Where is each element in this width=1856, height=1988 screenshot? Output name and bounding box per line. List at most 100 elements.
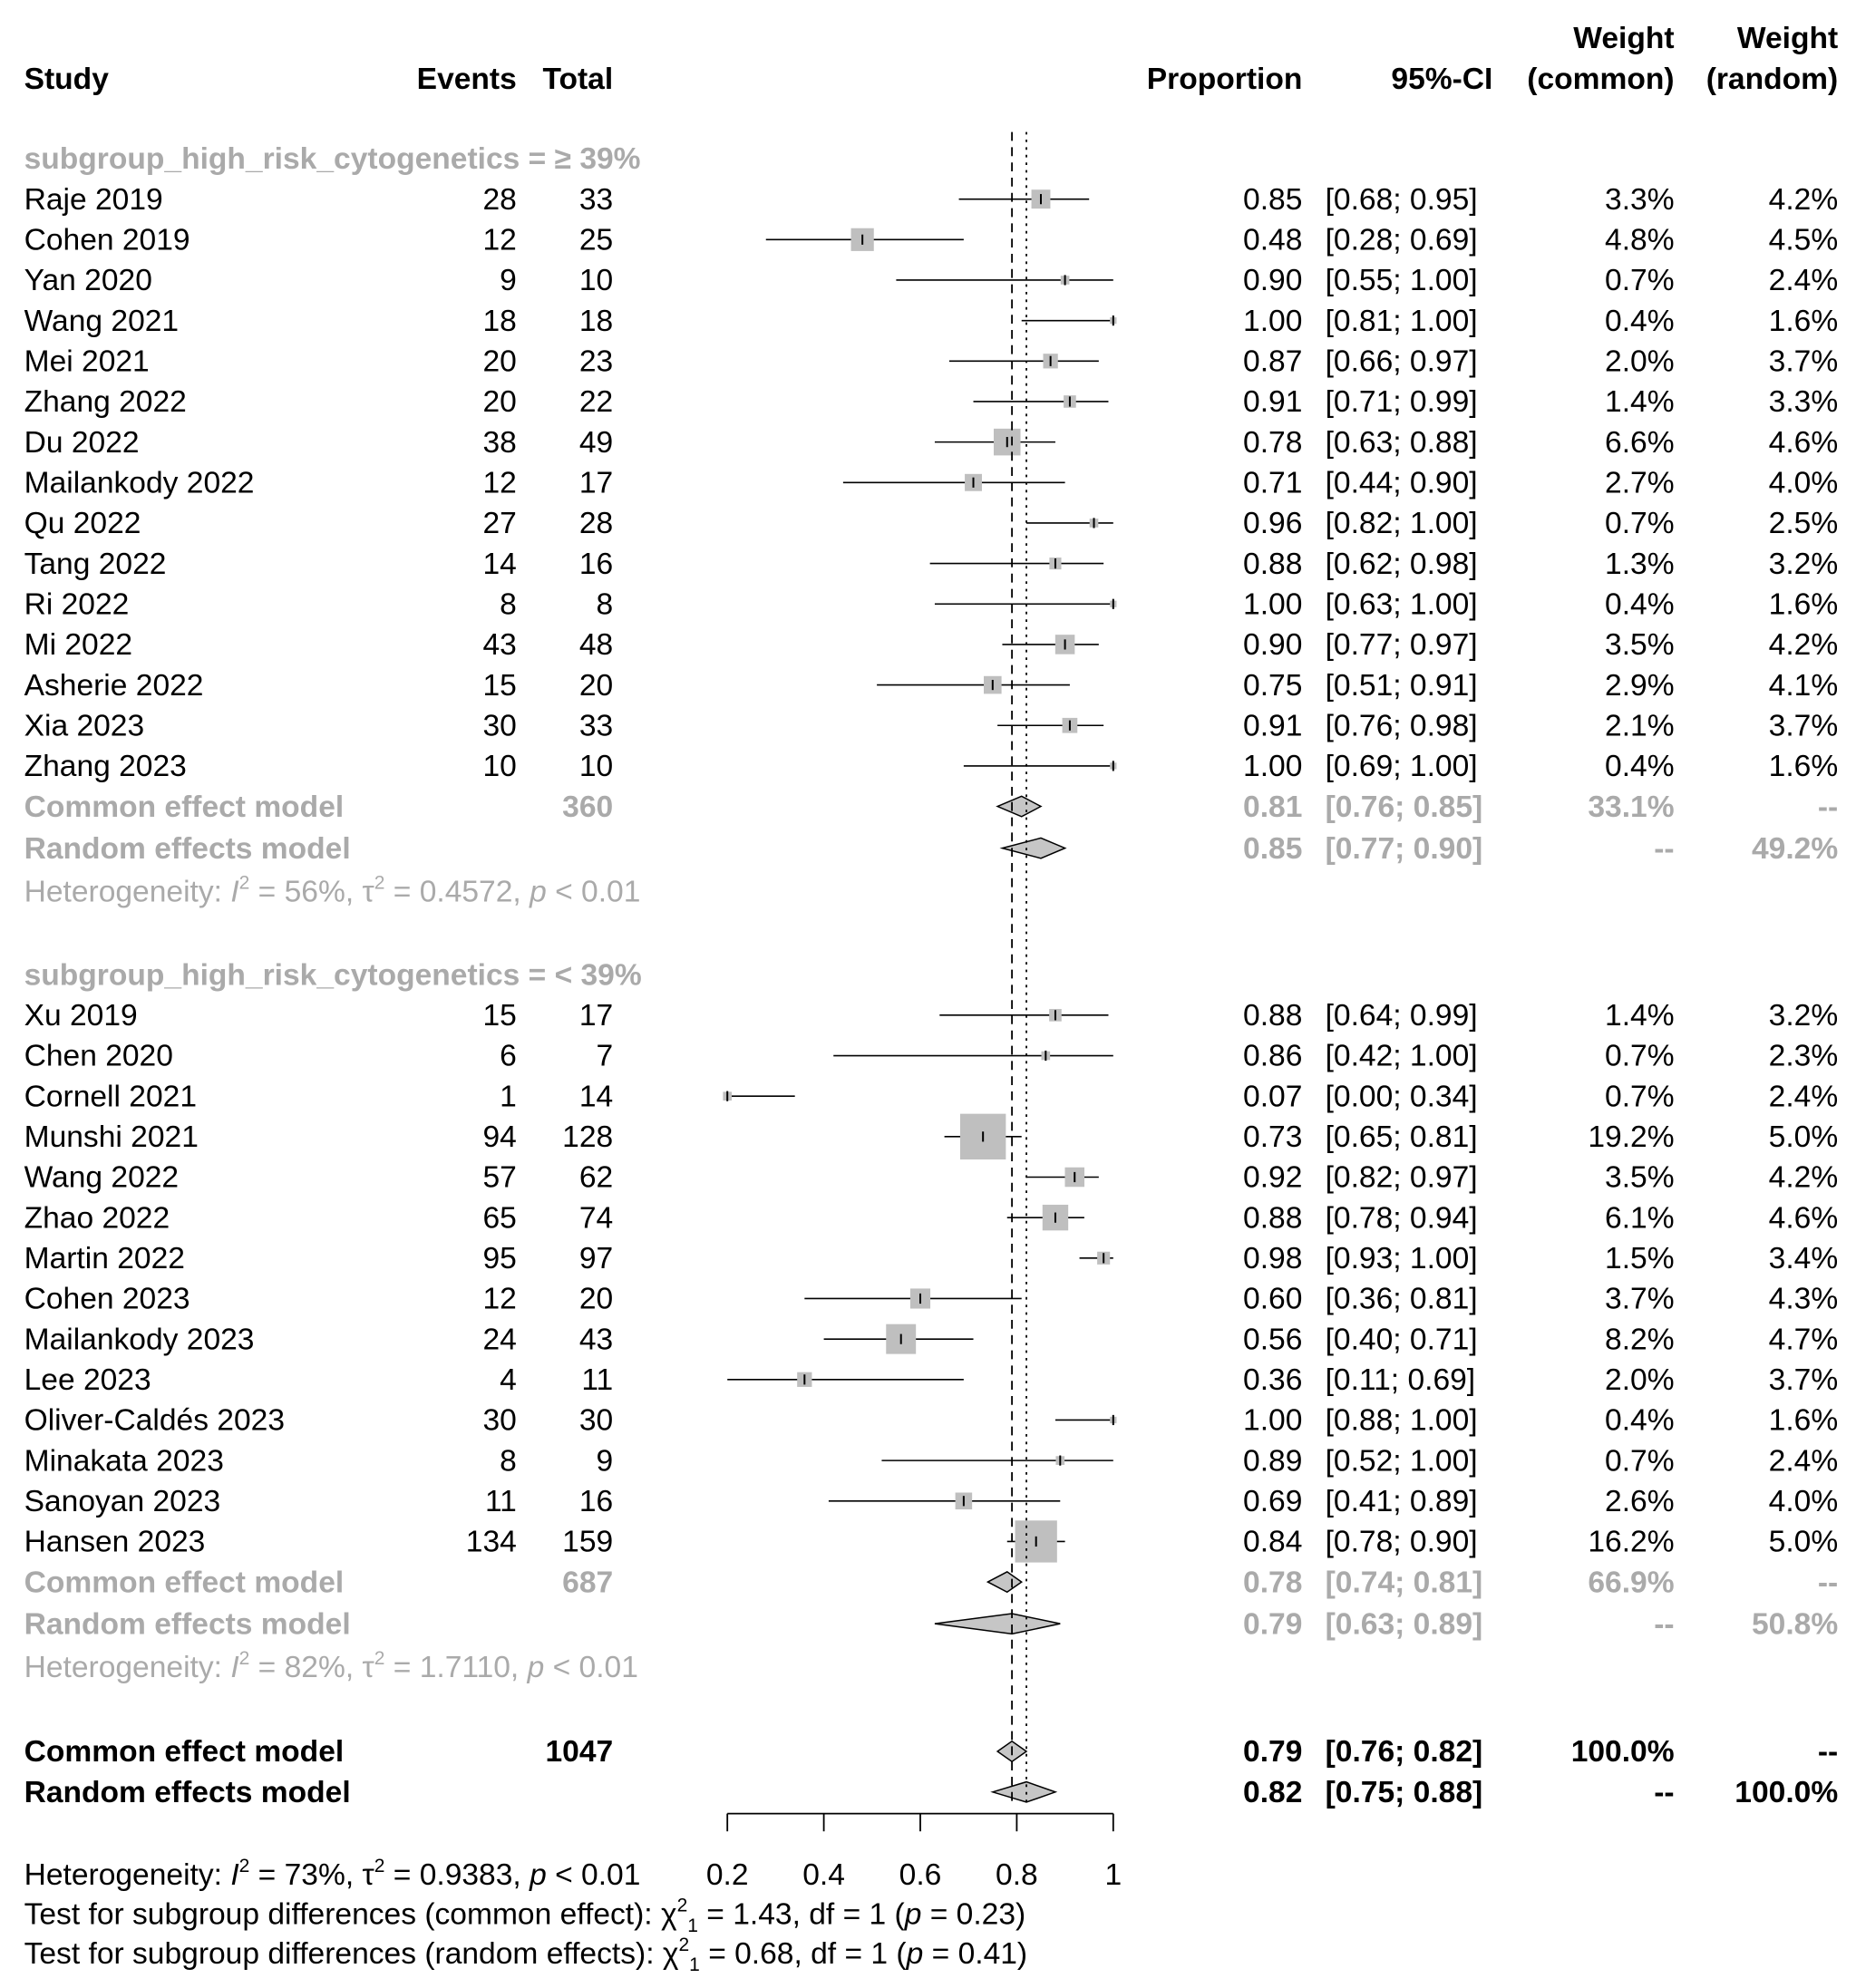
ci-value: [0.71; 0.99] <box>1326 385 1478 419</box>
weight-random-value: -- <box>1818 1735 1838 1769</box>
ci-value: [0.44; 0.90] <box>1326 466 1478 499</box>
proportion-value: 1.00 <box>1243 587 1302 621</box>
test-p-value: = 0.41) <box>923 1937 1027 1971</box>
weight-common-value: 0.7% <box>1605 507 1675 540</box>
weight-common-value: 0.7% <box>1605 1040 1675 1073</box>
weight-random-value: 4.6% <box>1769 426 1839 460</box>
events-value: 8 <box>500 587 517 621</box>
overall-random-label: Random effects model <box>24 1776 351 1809</box>
weight-random-value: 4.0% <box>1769 466 1839 499</box>
events-value: 15 <box>482 999 516 1033</box>
study-name: Raje 2019 <box>24 183 163 217</box>
ci-value: [0.63; 0.88] <box>1326 426 1478 460</box>
test-p-value: = 0.23) <box>921 1897 1025 1931</box>
events-value: 12 <box>482 466 516 499</box>
events-value: 30 <box>482 709 516 742</box>
ci-value: [0.77; 0.90] <box>1326 832 1483 866</box>
subgroup-random-label: Random effects model <box>24 832 351 866</box>
weight-random-value: 4.2% <box>1769 183 1839 217</box>
header-proportion: Proportion <box>1147 63 1303 96</box>
ci-value: [0.76; 0.98] <box>1326 709 1478 742</box>
weight-common-value: 2.6% <box>1605 1485 1675 1518</box>
proportion-value: 1.00 <box>1243 1404 1302 1438</box>
subgroup-heterogeneity: Heterogeneity: I2 = 82%, τ2 = 1.7110, p … <box>24 1648 638 1684</box>
total-value: 48 <box>579 628 613 662</box>
ci-value: [0.66; 0.97] <box>1326 345 1478 379</box>
total-value: 22 <box>579 385 613 419</box>
ci-value: [0.74; 0.81] <box>1326 1566 1483 1599</box>
weight-random-value: 2.5% <box>1769 507 1839 540</box>
total-value: 16 <box>579 1485 613 1518</box>
ci-value: [0.63; 0.89] <box>1326 1607 1483 1641</box>
total-value: 159 <box>562 1526 613 1559</box>
header-events: Events <box>417 63 517 96</box>
het-tau2-value: = 1.7110, <box>384 1651 527 1684</box>
subgroup-label: subgroup_high_risk_cytogenetics = < 39% <box>24 958 642 992</box>
overall-random-diamond <box>990 1780 1058 1803</box>
total-value: 17 <box>579 466 613 499</box>
het-superscript: 2 <box>239 1648 250 1669</box>
ci-value: [0.55; 1.00] <box>1326 264 1478 297</box>
total-value: 128 <box>562 1120 613 1154</box>
study-name: Mei 2021 <box>24 345 150 379</box>
weight-random-value: 4.5% <box>1769 224 1839 257</box>
weight-common-value: -- <box>1654 1607 1674 1641</box>
subgroup-common-label: Common effect model <box>24 1566 345 1599</box>
ci-value: [0.78; 0.94] <box>1326 1201 1478 1235</box>
weight-random-value: 5.0% <box>1769 1526 1839 1559</box>
proportion-value: 0.82 <box>1243 1776 1302 1809</box>
ci-value: [0.65; 0.81] <box>1326 1120 1478 1154</box>
weight-common-value: 0.4% <box>1605 305 1675 338</box>
header-weight-random-line2: (random) <box>1706 63 1839 96</box>
het-superscript: 2 <box>239 1856 250 1876</box>
events-value: 14 <box>482 548 516 581</box>
subgroup-common-total: 360 <box>562 790 613 824</box>
ci-value: [0.62; 0.98] <box>1326 548 1478 581</box>
ci-value: [0.76; 0.85] <box>1326 790 1483 824</box>
weight-common-value: 66.9% <box>1588 1566 1674 1599</box>
header-weight-random-line1: Weight <box>1737 22 1838 55</box>
events-value: 9 <box>500 264 517 297</box>
het-i2-value: = 56%, τ <box>249 875 374 908</box>
het-i2-value: = 82%, τ <box>249 1651 374 1684</box>
proportion-value: 0.48 <box>1243 224 1302 257</box>
het-i-symbol: I <box>230 1858 238 1892</box>
events-value: 24 <box>482 1323 516 1356</box>
weight-common-value: 3.3% <box>1605 183 1675 217</box>
weight-random-value: 3.7% <box>1769 709 1839 742</box>
proportion-value: 0.60 <box>1243 1283 1302 1316</box>
total-value: 10 <box>579 750 613 783</box>
weight-common-value: 3.5% <box>1605 1161 1675 1195</box>
subgroup-common-total: 687 <box>562 1566 613 1599</box>
header-weight-common-line1: Weight <box>1573 22 1674 55</box>
weight-random-value: 1.6% <box>1769 587 1839 621</box>
weight-common-value: 4.8% <box>1605 224 1675 257</box>
subgroup-random-diamond <box>999 837 1067 859</box>
proportion-value: 1.00 <box>1243 305 1302 338</box>
subgroup-heterogeneity: Heterogeneity: I2 = 56%, τ2 = 0.4572, p … <box>24 872 641 908</box>
events-value: 4 <box>500 1363 517 1397</box>
events-value: 20 <box>482 385 516 419</box>
total-value: 16 <box>579 548 613 581</box>
total-value: 43 <box>579 1323 613 1356</box>
proportion-value: 0.85 <box>1243 832 1302 866</box>
ci-value: [0.51; 0.91] <box>1326 669 1478 703</box>
het-p-value: < 0.01 <box>547 1858 641 1892</box>
total-value: 9 <box>597 1444 614 1478</box>
events-value: 95 <box>482 1242 516 1275</box>
total-value: 18 <box>579 305 613 338</box>
test-p-symbol: p <box>904 1897 922 1931</box>
ci-value: [0.28; 0.69] <box>1326 224 1478 257</box>
weight-common-value: 0.7% <box>1605 1444 1675 1478</box>
study-name: Qu 2022 <box>24 507 141 540</box>
events-value: 28 <box>482 183 516 217</box>
weight-common-value: 16.2% <box>1588 1526 1674 1559</box>
study-name: Ri 2022 <box>24 587 130 621</box>
events-value: 12 <box>482 1283 516 1316</box>
events-value: 57 <box>482 1161 516 1195</box>
events-value: 15 <box>482 669 516 703</box>
weight-common-value: 6.6% <box>1605 426 1675 460</box>
het-superscript: 2 <box>239 872 250 893</box>
ci-value: [0.52; 1.00] <box>1326 1444 1478 1478</box>
